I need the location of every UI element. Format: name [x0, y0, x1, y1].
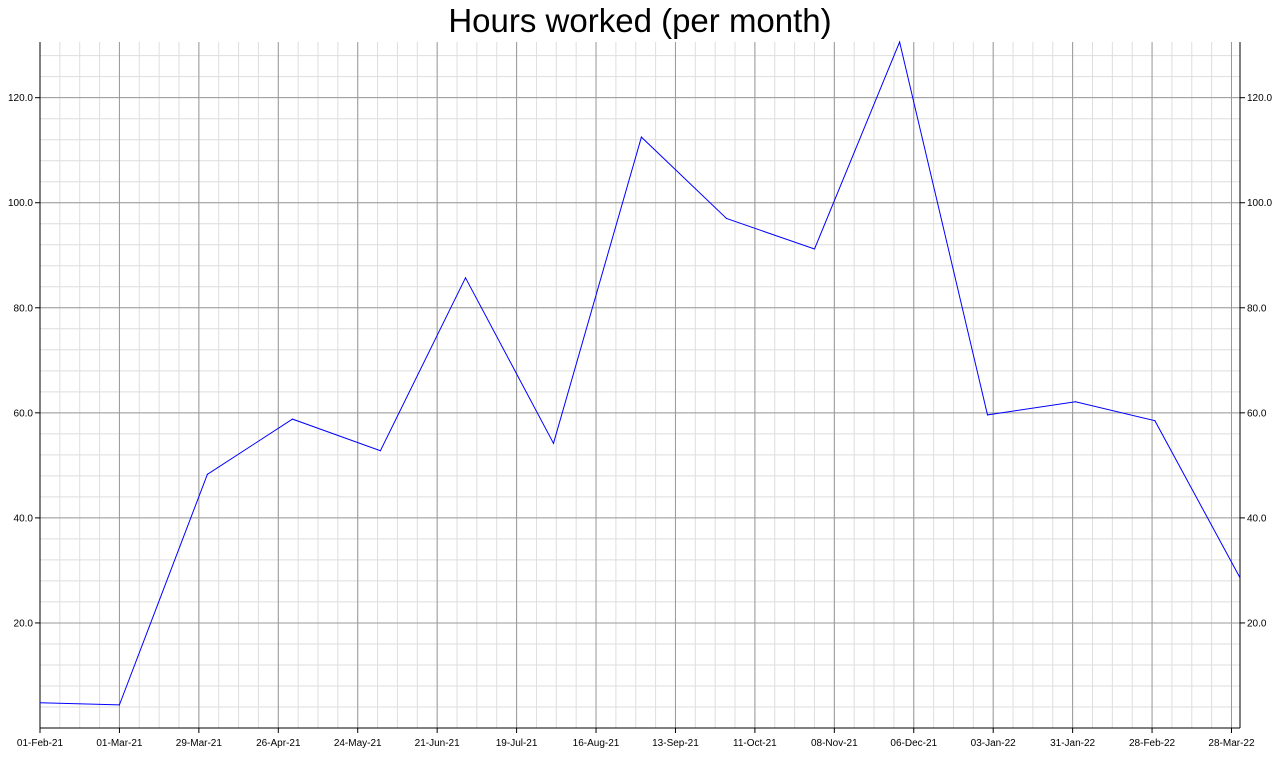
x-tick-label: 28-Mar-22 — [1208, 738, 1255, 749]
y-tick-label-left: 100.0 — [8, 198, 33, 209]
minor-grid — [39, 42, 1240, 728]
x-tick-label: 08-Nov-21 — [811, 738, 858, 749]
x-tick-label: 01-Mar-21 — [96, 738, 143, 749]
data-point — [813, 248, 816, 250]
y-tick-label-left: 80.0 — [14, 303, 34, 314]
y-tick-label-right: 20.0 — [1247, 618, 1267, 629]
y-tick-label-left: 40.0 — [14, 513, 34, 524]
x-tick-label: 19-Jul-21 — [496, 738, 538, 749]
data-point — [206, 473, 208, 475]
x-tick-label: 06-Dec-21 — [890, 738, 937, 749]
x-tick-label: 26-Apr-21 — [256, 738, 301, 749]
x-tick-label: 01-Feb-21 — [17, 738, 64, 749]
data-point — [39, 702, 41, 704]
data-point — [552, 442, 555, 444]
data-point — [986, 414, 989, 416]
x-tick-label: 16-Aug-21 — [573, 738, 620, 749]
data-point — [291, 418, 294, 420]
y-tick-label-left: 60.0 — [14, 408, 34, 419]
data-point — [898, 41, 901, 43]
x-tick-label: 31-Jan-22 — [1050, 738, 1095, 749]
chart-title: Hours worked (per month) — [448, 2, 832, 39]
data-point — [379, 450, 382, 452]
y-tick-label-right: 120.0 — [1247, 93, 1272, 104]
x-tick-label: 28-Feb-22 — [1129, 738, 1176, 749]
y-tick-label-right: 80.0 — [1247, 303, 1267, 314]
y-tick-label-left: 20.0 — [14, 618, 34, 629]
data-point — [118, 704, 121, 706]
x-tick-label: 24-May-21 — [334, 738, 382, 749]
y-tick-label-right: 60.0 — [1247, 408, 1267, 419]
data-point — [1074, 401, 1077, 403]
major-grid — [39, 42, 1240, 728]
y-tick-label-right: 100.0 — [1247, 198, 1272, 209]
data-point — [1239, 577, 1241, 579]
axes — [39, 42, 1241, 729]
x-tick-label: 03-Jan-22 — [971, 738, 1016, 749]
data-point — [725, 217, 728, 220]
data-point — [1154, 420, 1156, 422]
series-layer — [39, 40, 1241, 706]
y-tick-label-right: 40.0 — [1247, 513, 1267, 524]
x-tick-label: 29-Mar-21 — [176, 738, 223, 749]
y-tick-label-left: 120.0 — [8, 93, 33, 104]
series-line — [39, 40, 1241, 706]
data-point — [640, 136, 643, 138]
x-tick-label: 13-Sep-21 — [652, 738, 699, 749]
data-point — [464, 277, 467, 279]
x-axis-ticks: 01-Feb-21 01-Mar-21 29-Mar-21 26-Apr-21 24-M… — [17, 728, 1255, 749]
x-tick-label: 11-Oct-21 — [733, 738, 777, 749]
x-tick-label: 21-Jun-21 — [415, 738, 460, 749]
y-axis-ticks: 20.0 20.0 40.0 40.0 60.0 60.0 80.0 80.0 100.0 100… — [8, 93, 1272, 629]
